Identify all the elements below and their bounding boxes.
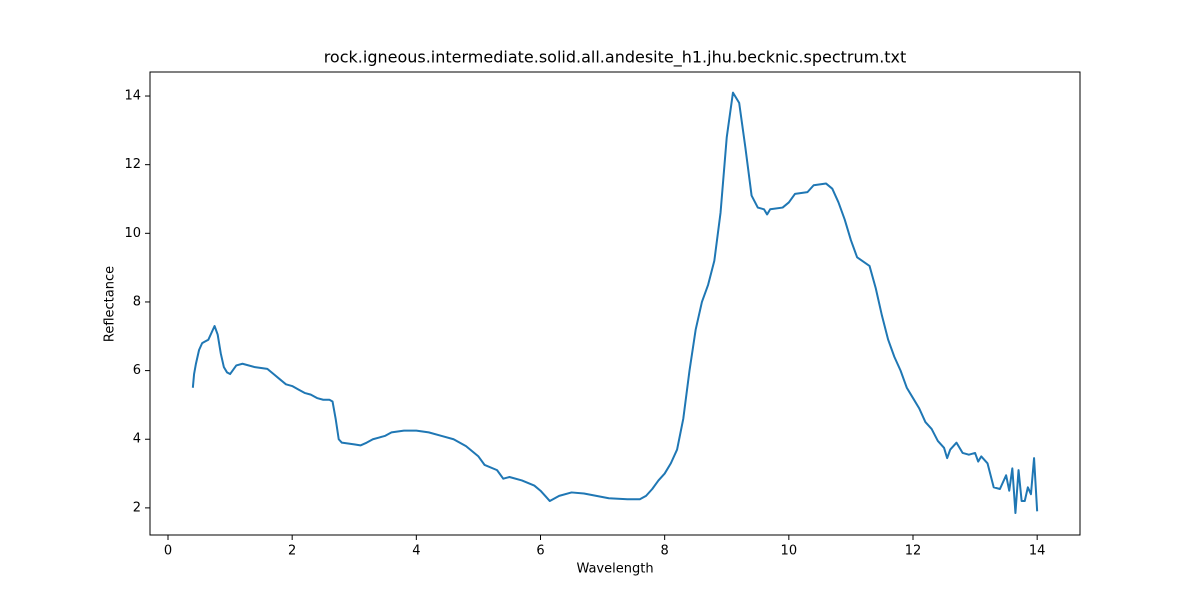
x-tick-label: 8 [661, 544, 669, 559]
x-tick-label: 2 [288, 544, 296, 559]
x-tick-label: 14 [1029, 544, 1046, 559]
plot-frame [149, 71, 1081, 536]
chart-title: rock.igneous.intermediate.solid.all.ande… [324, 48, 907, 68]
y-tick-label: 2 [133, 500, 141, 515]
x-tick-label: 6 [536, 544, 544, 559]
data-line [191, 91, 1039, 515]
x-tick-label: 12 [905, 544, 922, 559]
y-tick-label: 4 [133, 432, 141, 447]
y-tick-label: 14 [124, 89, 141, 104]
x-tick-label: 10 [781, 544, 798, 559]
y-tick-label: 8 [133, 294, 141, 309]
x-tick-label: 0 [164, 544, 172, 559]
x-axis-label: Wavelength [576, 562, 653, 577]
y-axis-label: Reflectance [103, 266, 118, 342]
y-tick-label: 10 [124, 226, 141, 241]
y-tick-label: 12 [124, 157, 141, 172]
x-tick-label: 4 [412, 544, 420, 559]
y-tick-label: 6 [133, 363, 141, 378]
